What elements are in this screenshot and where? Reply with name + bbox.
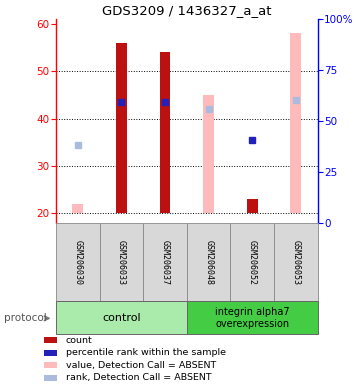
Bar [230,223,274,301]
Bar [44,337,57,343]
Bar [160,52,170,213]
Text: GSM206033: GSM206033 [117,240,126,285]
Bar [44,362,57,368]
Bar [100,223,143,301]
Bar [187,223,230,301]
Bar [56,223,100,301]
Text: GSM206030: GSM206030 [73,240,82,285]
Bar [44,349,57,356]
Text: GSM206048: GSM206048 [204,240,213,285]
Text: count: count [66,336,93,344]
Bar [44,374,57,381]
Bar [290,33,301,213]
Text: rank, Detection Call = ABSENT: rank, Detection Call = ABSENT [66,373,212,382]
Bar [247,199,258,213]
Text: GSM206037: GSM206037 [161,240,170,285]
Title: GDS3209 / 1436327_a_at: GDS3209 / 1436327_a_at [102,3,271,17]
Text: integrin alpha7
overexpression: integrin alpha7 overexpression [215,306,290,329]
Bar [56,301,187,334]
Text: GSM206053: GSM206053 [291,240,300,285]
Bar [274,223,318,301]
Bar [203,95,214,213]
Text: GSM206052: GSM206052 [248,240,257,285]
Bar [116,43,127,213]
Text: percentile rank within the sample: percentile rank within the sample [66,348,226,357]
Bar [72,204,83,213]
Text: protocol: protocol [4,313,46,323]
Bar [187,301,318,334]
Bar [143,223,187,301]
Text: value, Detection Call = ABSENT: value, Detection Call = ABSENT [66,361,216,369]
Text: control: control [102,313,141,323]
